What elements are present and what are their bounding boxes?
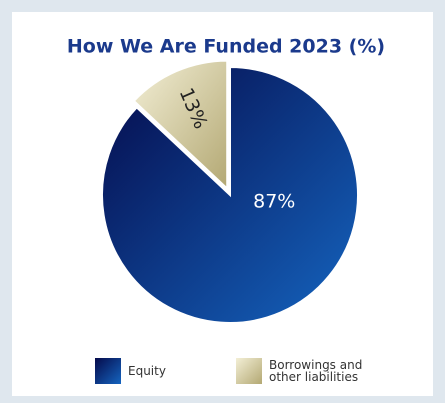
legend-swatch bbox=[95, 358, 121, 384]
data-label: 87% bbox=[253, 191, 295, 213]
pie-slice bbox=[101, 65, 359, 324]
legend-label: Equity bbox=[128, 364, 166, 378]
legend-label: Borrowings and other liabilities bbox=[269, 358, 363, 384]
chart-title: How We Are Funded 2023 (%) bbox=[67, 36, 385, 58]
pie-slice bbox=[132, 59, 229, 191]
legend-swatch bbox=[236, 358, 262, 384]
